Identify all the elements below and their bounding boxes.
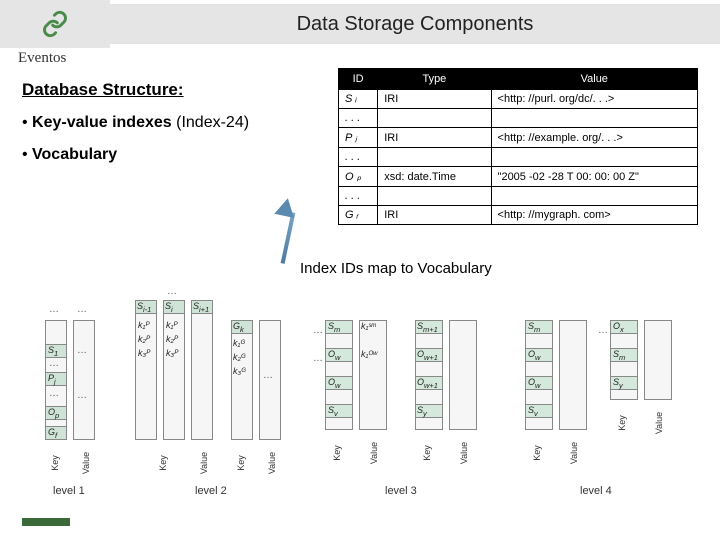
subtitle: Database Structure:: [22, 80, 318, 100]
col-id: ID: [339, 69, 378, 90]
caption: Index IDs map to Vocabulary: [300, 260, 492, 277]
bullet-1: • Key-value indexes (Index-24): [22, 114, 318, 132]
page-title: Data Storage Components: [110, 4, 720, 44]
col-type: Type: [378, 69, 491, 90]
progress-bar: [22, 518, 70, 526]
level1-label: level 1: [53, 485, 85, 497]
content: Database Structure: • Key-value indexes …: [0, 48, 720, 225]
level3-label: level 3: [385, 485, 417, 497]
vocab-wrapper: ID Type Value S ᵢIRI<http: //purl. org/d…: [338, 60, 698, 225]
brand-text: Eventos: [18, 50, 66, 67]
logo-box: [0, 0, 110, 48]
arrow-icon: [274, 196, 297, 218]
left-col: Database Structure: • Key-value indexes …: [22, 60, 318, 225]
bullet-2: • Vocabulary: [22, 146, 318, 164]
header: Data Storage Components: [0, 0, 720, 48]
level4-label: level 4: [580, 485, 612, 497]
level2-label: level 2: [195, 485, 227, 497]
link-icon: [41, 10, 69, 38]
vocab-table: ID Type Value S ᵢIRI<http: //purl. org/d…: [338, 68, 698, 225]
diagram: S1 Pj Op Gf … … … … … … Si-1 k₁ᴾ k₂ᴾ k₃ᴾ…: [45, 290, 685, 520]
col-value: Value: [491, 69, 697, 90]
